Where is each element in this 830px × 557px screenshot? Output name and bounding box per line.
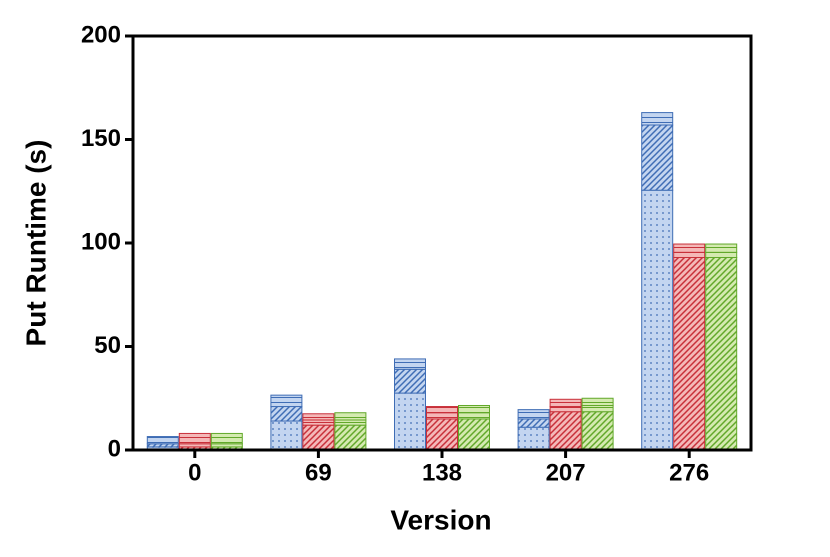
bar-segment bbox=[549, 411, 582, 451]
bar-segment bbox=[673, 243, 706, 253]
bar-segment bbox=[581, 411, 614, 451]
x-tick-label: 138 bbox=[422, 459, 462, 486]
bar-segment bbox=[334, 419, 367, 426]
bar-segment bbox=[426, 418, 458, 451]
bar-segment bbox=[641, 189, 674, 451]
bar-segment bbox=[302, 413, 335, 421]
bar-segment bbox=[334, 424, 367, 451]
bar-segment bbox=[394, 368, 426, 394]
bar-segment bbox=[517, 418, 550, 428]
plot-frame bbox=[131, 34, 753, 452]
bar-segment bbox=[394, 358, 426, 370]
x-tick-label: 207 bbox=[546, 459, 586, 486]
x-tick-label: 69 bbox=[305, 459, 332, 486]
bar-segment bbox=[581, 404, 614, 413]
x-tick-label: 0 bbox=[188, 459, 201, 486]
bar-segment bbox=[517, 409, 550, 420]
bar-segment bbox=[641, 112, 674, 126]
bar-segment bbox=[549, 406, 582, 413]
bar-segment bbox=[210, 432, 243, 445]
y-tick-label: 0 bbox=[108, 435, 121, 462]
bar-segment bbox=[426, 412, 458, 420]
bar-segment bbox=[334, 412, 367, 421]
bar-segment bbox=[270, 406, 303, 422]
x-axis-title: Version bbox=[390, 504, 491, 535]
bar-segment bbox=[705, 243, 738, 253]
y-tick-label: 50 bbox=[94, 332, 121, 359]
bar-segment bbox=[270, 420, 303, 451]
x-tick-label: 276 bbox=[669, 459, 709, 486]
bar-segment bbox=[581, 397, 614, 406]
y-tick-label: 100 bbox=[81, 228, 121, 255]
bar-segment bbox=[270, 394, 303, 408]
y-tick-label: 200 bbox=[81, 21, 121, 48]
bar-segment bbox=[517, 426, 550, 451]
bar-segment bbox=[146, 436, 179, 445]
bar-segment bbox=[705, 256, 738, 451]
y-tick-label: 150 bbox=[81, 125, 121, 152]
y-axis-title: Put Runtime (s) bbox=[20, 140, 51, 347]
bar-segment bbox=[178, 432, 211, 445]
bar-segment bbox=[458, 412, 490, 420]
bar-segment bbox=[673, 256, 706, 451]
bar-segment bbox=[458, 404, 490, 414]
bar-segment bbox=[549, 398, 582, 408]
bar-segment bbox=[641, 124, 674, 191]
bar-segment bbox=[705, 251, 738, 258]
bar-segment bbox=[302, 424, 335, 451]
bar-segment bbox=[458, 418, 490, 451]
bar-segment bbox=[302, 419, 335, 426]
bar-segment bbox=[426, 406, 458, 414]
bar-segment bbox=[394, 392, 426, 451]
bar-segment bbox=[673, 251, 706, 258]
